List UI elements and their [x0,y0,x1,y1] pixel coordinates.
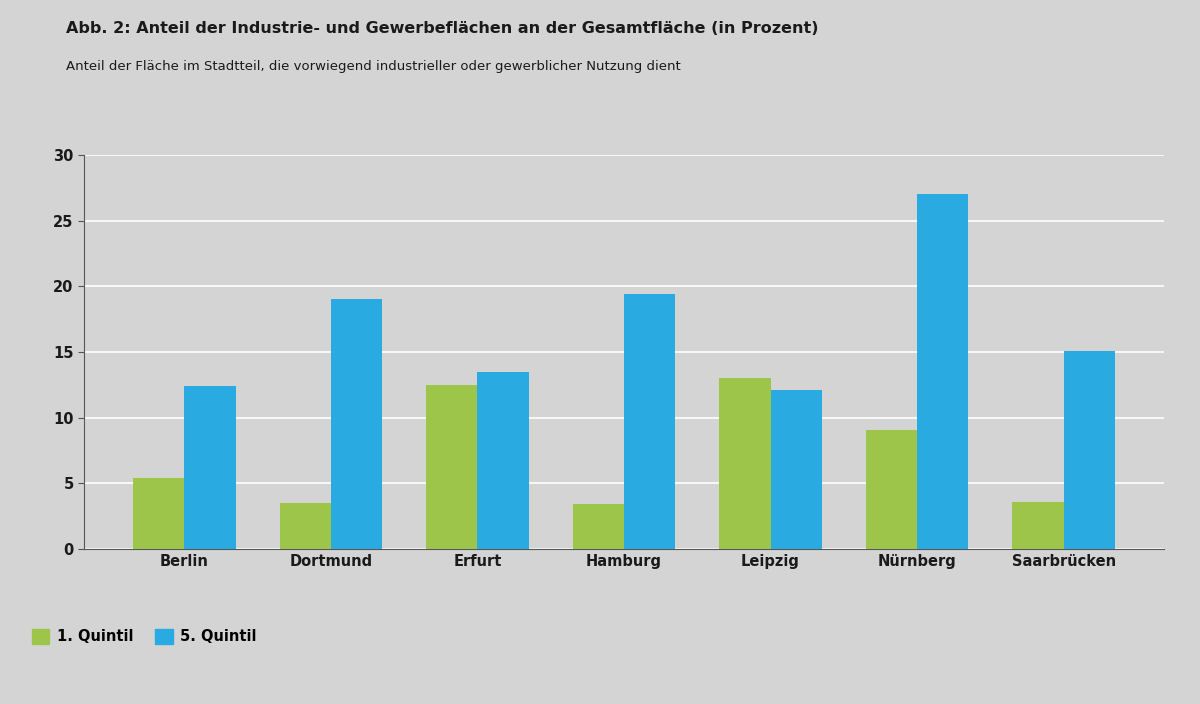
Bar [426,385,478,549]
Text: Abb. 2: Anteil der Industrie- und Gewerbeflächen an der Gesamtfläche (in Prozent: Abb. 2: Anteil der Industrie- und Gewerb… [66,21,818,36]
Text: Anteil der Fläche im Stadtteil, die vorwiegend industrieller oder gewerblicher N: Anteil der Fläche im Stadtteil, die vorw… [66,60,680,73]
Bar [865,429,917,549]
Bar [133,478,185,549]
Bar [719,378,770,549]
Bar [280,503,331,549]
Bar [917,194,968,549]
Bar [185,386,235,549]
Bar [1013,502,1063,549]
Bar [572,505,624,549]
Bar [331,299,383,549]
Bar [624,294,676,549]
Bar [1063,351,1115,549]
Bar [478,372,529,549]
Bar [770,390,822,549]
Legend: 1. Quintil, 5. Quintil: 1. Quintil, 5. Quintil [32,629,257,644]
